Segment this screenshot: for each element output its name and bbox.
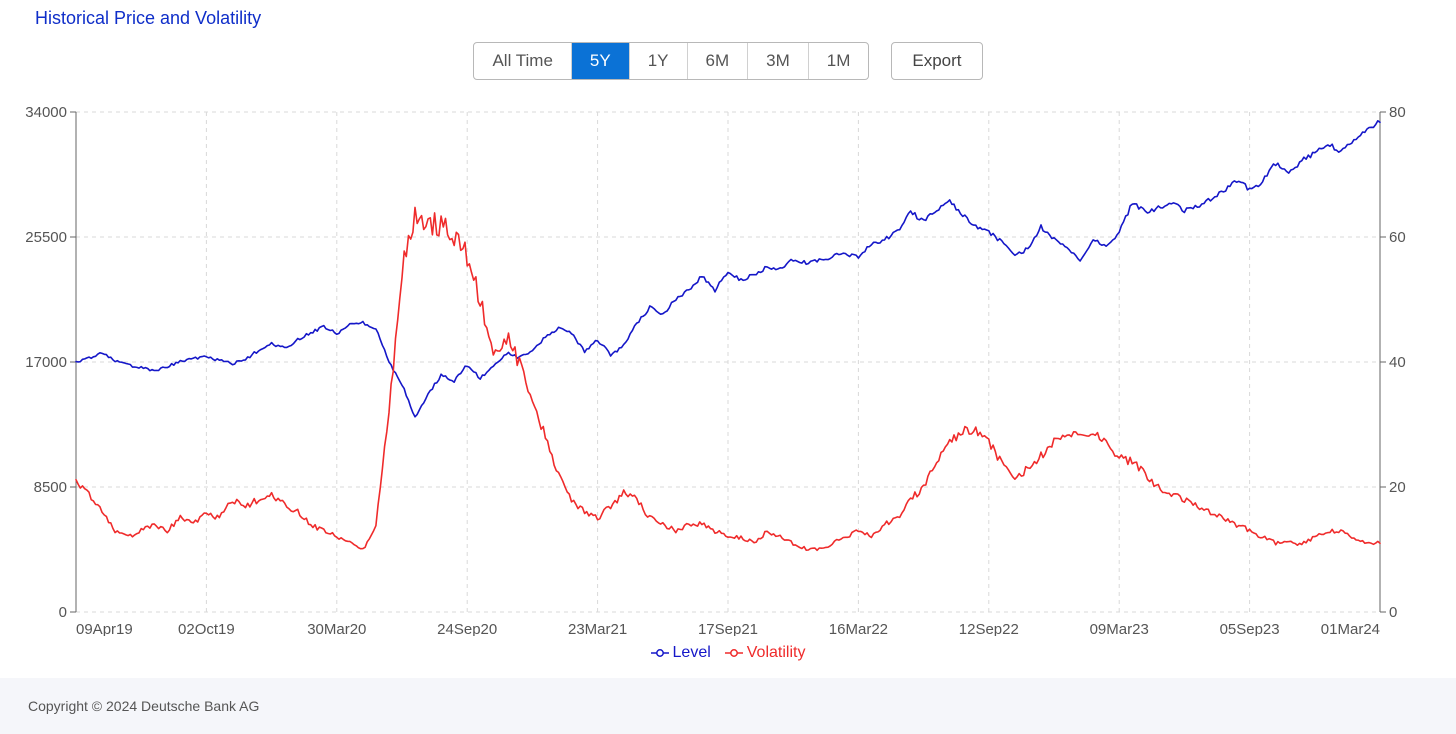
svg-text:17000: 17000 <box>25 354 67 371</box>
svg-text:16Mar22: 16Mar22 <box>829 621 888 636</box>
svg-text:34000: 34000 <box>25 104 67 121</box>
chart-title: Historical Price and Volatility <box>35 8 261 29</box>
legend-marker-icon <box>651 648 669 658</box>
range-button-1y[interactable]: 1Y <box>630 43 688 79</box>
export-button[interactable]: Export <box>891 42 982 80</box>
svg-text:20: 20 <box>1389 479 1406 496</box>
svg-text:09Mar23: 09Mar23 <box>1090 621 1149 636</box>
svg-text:09Apr19: 09Apr19 <box>76 621 133 636</box>
svg-text:02Oct19: 02Oct19 <box>178 621 235 636</box>
svg-text:60: 60 <box>1389 229 1406 246</box>
page-footer: Copyright © 2024 Deutsche Bank AG <box>0 678 1456 734</box>
svg-text:80: 80 <box>1389 104 1406 121</box>
chart-legend: Level Volatility <box>0 644 1456 662</box>
svg-text:24Sep20: 24Sep20 <box>437 621 497 636</box>
copyright-text: Copyright © 2024 Deutsche Bank AG <box>28 698 259 714</box>
range-button-1m[interactable]: 1M <box>809 43 869 79</box>
svg-text:12Sep22: 12Sep22 <box>959 621 1019 636</box>
range-button-group: All Time5Y1Y6M3M1M <box>473 42 869 80</box>
svg-text:0: 0 <box>1389 604 1397 621</box>
svg-text:25500: 25500 <box>25 229 67 246</box>
range-button-5y[interactable]: 5Y <box>572 43 630 79</box>
range-button-6m[interactable]: 6M <box>688 43 749 79</box>
svg-text:8500: 8500 <box>34 479 67 496</box>
legend-label: Volatility <box>747 644 806 662</box>
svg-text:05Sep23: 05Sep23 <box>1220 621 1280 636</box>
svg-text:0: 0 <box>59 604 67 621</box>
legend-item-volatility[interactable]: Volatility <box>725 644 806 662</box>
range-button-all-time[interactable]: All Time <box>474 43 571 79</box>
chart-toolbar: All Time5Y1Y6M3M1M Export <box>0 42 1456 80</box>
svg-text:40: 40 <box>1389 354 1406 371</box>
range-button-3m[interactable]: 3M <box>748 43 809 79</box>
svg-text:30Mar20: 30Mar20 <box>307 621 366 636</box>
svg-text:17Sep21: 17Sep21 <box>698 621 758 636</box>
legend-label: Level <box>673 644 711 662</box>
svg-text:01Mar24: 01Mar24 <box>1321 621 1380 636</box>
legend-item-level[interactable]: Level <box>651 644 711 662</box>
chart-area: 0 8500 17000 25500 34000 0 20 40 60 80 09Apr19 02Oc… <box>12 96 1444 672</box>
svg-text:23Mar21: 23Mar21 <box>568 621 627 636</box>
legend-marker-icon <box>725 648 743 658</box>
